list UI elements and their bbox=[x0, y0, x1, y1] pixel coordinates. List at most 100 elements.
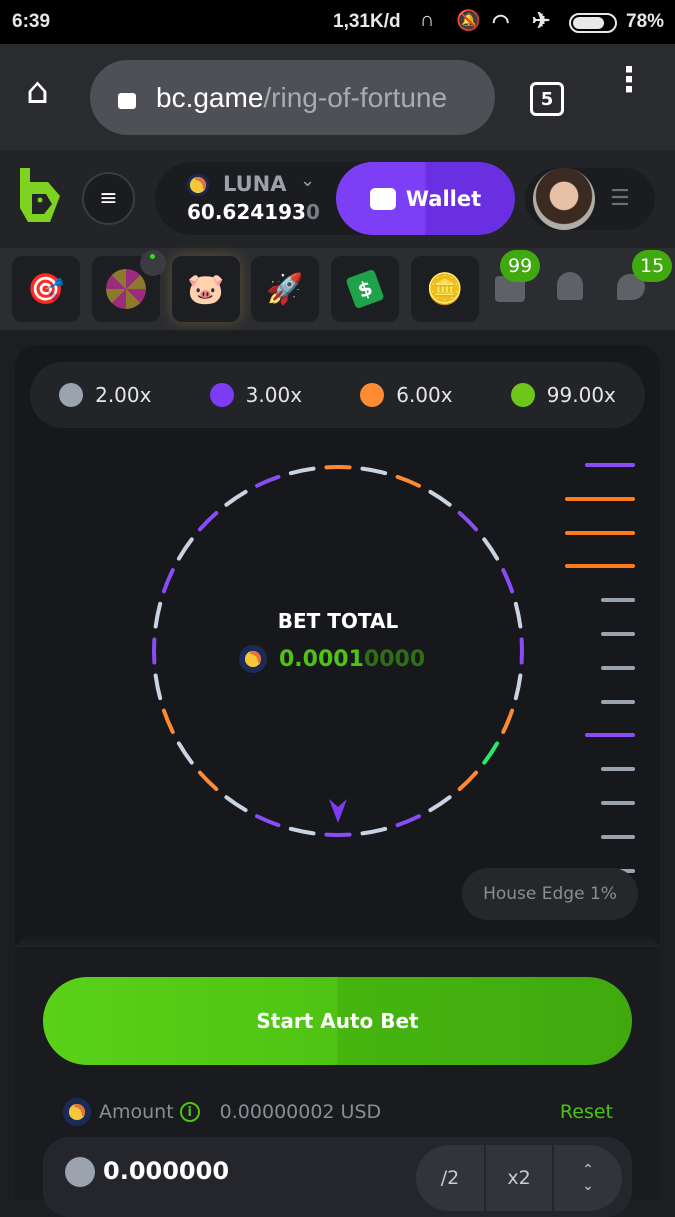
ring-segment-white bbox=[362, 469, 385, 474]
amount-value[interactable]: 0.000000 bbox=[103, 1157, 229, 1185]
ring-segment-orange bbox=[460, 773, 476, 789]
coin-icon bbox=[65, 1157, 95, 1187]
ring-segment-white bbox=[156, 675, 161, 698]
url-path: /ring-of-fortune bbox=[263, 82, 447, 114]
balance-tail: 0 bbox=[306, 200, 320, 224]
list-icon[interactable]: ☰ bbox=[610, 186, 630, 211]
stepper[interactable]: ⌃⌄ bbox=[554, 1145, 622, 1211]
clock: 6:39 bbox=[12, 11, 50, 33]
half-button[interactable]: /2 bbox=[416, 1145, 486, 1211]
wallet-icon bbox=[370, 188, 396, 210]
site-header: ≡ LUNA ⌄ 60.6241930 Wallet ☰ bbox=[0, 150, 675, 248]
browser-bar: ⌂ bc.game/ring-of-fortune 5 ⋮ bbox=[0, 44, 675, 150]
ring-segment-orange bbox=[398, 477, 419, 486]
bell-icon[interactable] bbox=[557, 272, 583, 300]
ring-segment-green bbox=[484, 743, 497, 762]
ring-segment-white bbox=[291, 829, 314, 834]
mail-badge: 99 bbox=[500, 250, 540, 282]
history-bar-gray bbox=[601, 632, 635, 636]
history-bar-purple bbox=[585, 733, 635, 737]
ring-segment-purple bbox=[257, 477, 278, 486]
multiplier-legend: 2.00x 3.00x 6.00x 99.00x bbox=[30, 362, 645, 428]
home-icon[interactable]: ⌂ bbox=[26, 72, 49, 112]
history-bar-gray bbox=[601, 767, 635, 771]
chevron-down-icon: ⌄ bbox=[300, 170, 315, 191]
wifi-icon: ◠ bbox=[492, 9, 509, 34]
orange-dot-icon bbox=[360, 383, 384, 407]
history-bar-gray bbox=[601, 598, 635, 602]
purple-dot-icon bbox=[210, 383, 234, 407]
game-panel: 2.00x 3.00x 6.00x 99.00x BET TOTAL 0.000… bbox=[15, 345, 660, 945]
bet-total-value: 0.00010000 bbox=[239, 645, 425, 673]
green-dot-icon bbox=[511, 383, 535, 407]
game-tile-price-tag[interactable]: $ bbox=[331, 256, 399, 322]
hamburger-icon: ≡ bbox=[99, 186, 117, 211]
game-tile-coin[interactable]: 🪙 bbox=[411, 256, 479, 322]
wallet-button[interactable]: Wallet bbox=[336, 162, 515, 235]
ring-segment-white bbox=[484, 539, 497, 558]
multiplier-label: 99.00x bbox=[547, 383, 616, 407]
chat-badge: 15 bbox=[632, 250, 672, 282]
history-bar-orange bbox=[565, 564, 635, 568]
game-tile-piggy-bank[interactable]: 🐷 bbox=[172, 256, 240, 322]
headphone-icon: ∩ bbox=[420, 9, 434, 32]
amount-input[interactable]: 0.000000 /2 x2 ⌃⌄ bbox=[43, 1137, 632, 1217]
chevron-up-icon[interactable]: ⌃ bbox=[582, 1162, 594, 1178]
currency-label: LUNA bbox=[223, 172, 287, 196]
avatar[interactable] bbox=[533, 168, 595, 230]
controls-panel: Start Auto Bet Amount i 0.00000002 USD R… bbox=[15, 945, 660, 1200]
luna-coin-icon bbox=[239, 645, 267, 673]
ring-segment-white bbox=[291, 469, 314, 474]
chevron-down-icon[interactable]: ⌄ bbox=[582, 1178, 594, 1194]
ring-segment-white bbox=[226, 797, 245, 810]
history-bar-gray bbox=[601, 801, 635, 805]
balance-main: 60.624193 bbox=[187, 200, 306, 224]
price-tag-icon: $ bbox=[345, 269, 384, 309]
start-auto-bet-button[interactable]: Start Auto Bet bbox=[43, 977, 632, 1065]
airplane-icon: ✈ bbox=[532, 8, 550, 34]
ring-segment-white bbox=[226, 492, 245, 505]
bc-logo[interactable] bbox=[18, 168, 62, 224]
ring-segment-purple bbox=[503, 570, 512, 591]
tab-count-button[interactable]: 5 bbox=[530, 82, 564, 116]
gray-dot-icon bbox=[59, 383, 83, 407]
games-shortcut-bar: 🎯 🐷 🚀 $ 🪙 99 15 bbox=[0, 248, 675, 330]
ring-segment-white bbox=[179, 539, 192, 558]
rocket-icon: 🚀 bbox=[266, 272, 303, 307]
amount-modifiers: /2 x2 ⌃⌄ bbox=[416, 1145, 622, 1211]
address-bar[interactable]: bc.game/ring-of-fortune bbox=[90, 60, 495, 135]
house-edge-badge[interactable]: House Edge 1% bbox=[462, 868, 638, 920]
history-bar-gray bbox=[601, 666, 635, 670]
notification-dot bbox=[140, 250, 166, 276]
multiplier-2x: 2.00x bbox=[59, 383, 151, 407]
ring-segment-purple bbox=[164, 570, 173, 591]
panel-divider bbox=[15, 933, 660, 947]
multiplier-3x: 3.00x bbox=[210, 383, 302, 407]
history-bars bbox=[555, 463, 635, 853]
multiplier-99x: 99.00x bbox=[511, 383, 616, 407]
ring-segment-orange bbox=[200, 773, 216, 789]
history-bar-gray bbox=[601, 700, 635, 704]
battery-icon bbox=[569, 13, 617, 33]
double-button[interactable]: x2 bbox=[486, 1145, 554, 1211]
target-icon: 🎯 bbox=[27, 272, 64, 307]
ring-segment-orange bbox=[503, 711, 512, 732]
bet-total-label: BET TOTAL bbox=[215, 609, 461, 633]
multiplier-6x: 6.00x bbox=[360, 383, 452, 407]
menu-dots-icon[interactable]: ⋮ bbox=[612, 70, 646, 90]
user-menu[interactable]: ☰ bbox=[525, 168, 655, 230]
reset-link[interactable]: Reset bbox=[560, 1101, 613, 1123]
info-icon[interactable]: i bbox=[180, 1102, 200, 1122]
history-bar-orange bbox=[565, 497, 635, 501]
balance-selector[interactable]: LUNA ⌄ 60.6241930 Wallet bbox=[155, 162, 515, 235]
game-tile-rocket[interactable]: 🚀 bbox=[251, 256, 319, 322]
ring-segment-white bbox=[362, 829, 385, 834]
history-bar-orange bbox=[565, 531, 635, 535]
ring-segment-white bbox=[156, 604, 161, 627]
amount-row: Amount i 0.00000002 USD Reset bbox=[63, 1097, 613, 1127]
game-tile-target[interactable]: 🎯 bbox=[12, 256, 80, 322]
multiplier-label: 3.00x bbox=[246, 383, 302, 407]
menu-button[interactable]: ≡ bbox=[82, 172, 135, 225]
ring-segment-white bbox=[179, 743, 192, 762]
ring-segment-purple bbox=[200, 513, 216, 529]
